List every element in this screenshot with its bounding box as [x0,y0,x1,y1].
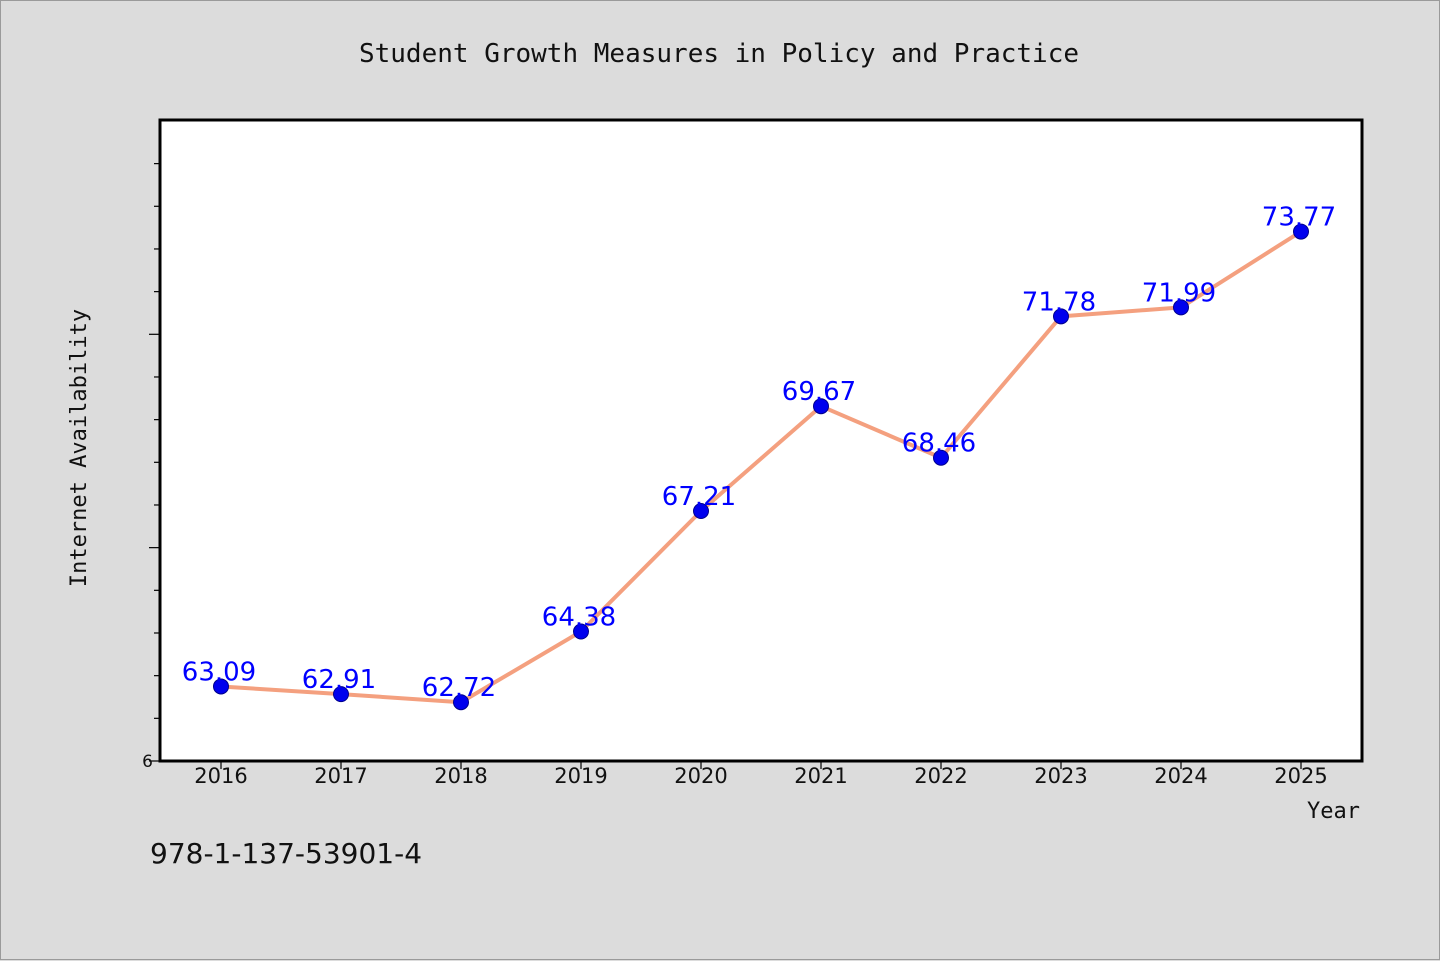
data-label: 64.38 [542,603,616,633]
isbn-label: 978-1-137-53901-4 [150,837,422,870]
data-point [453,694,469,711]
data-label: 69.67 [782,377,856,407]
x-tick-label: 2025 [1274,764,1327,788]
data-label: 67.21 [662,482,736,512]
data-label: 71.78 [1022,287,1096,317]
series-line [219,229,1303,705]
x-tick-label: 2022 [914,764,967,788]
x-tick-label: 2021 [794,764,847,788]
data-label: 63.09 [182,657,256,687]
x-axis-label: Year [1307,799,1360,824]
data-point [573,623,589,640]
data-point [1053,308,1069,325]
series-line-group [219,229,1303,705]
x-tick-label: 2020 [674,764,727,788]
data-point [813,398,829,415]
data-point [1173,299,1189,316]
x-tick-label: 2016 [194,764,247,788]
data-point [1293,223,1309,240]
data-point [693,502,709,519]
y-axis-label: Internet Availability [67,309,92,587]
x-tick-label: 2017 [314,764,367,788]
x-tick-label: 2019 [554,764,607,788]
data-label: 68.46 [902,429,976,459]
y-tick-label: 6 [142,752,153,772]
x-axis-ticks [220,761,1302,769]
series-markers [213,223,1309,711]
x-tick-label: 2024 [1154,764,1207,788]
y-axis-ticks [149,163,160,762]
data-label: 71.99 [1142,278,1216,308]
x-tick-label: 2018 [434,764,487,788]
chart-title: Student Growth Measures in Policy and Pr… [359,39,1079,69]
data-label: 73.77 [1262,203,1336,233]
x-tick-label: 2023 [1034,764,1087,788]
data-point [933,449,949,466]
data-point [213,678,229,695]
data-label: 62.72 [422,673,496,703]
plot-area [158,118,1364,763]
x-axis-tick-labels: 2016 2017 2018 2019 2020 2021 2022 2023 2024 2025 [194,764,1327,788]
data-point [333,686,349,703]
data-label: 62.91 [302,665,376,695]
data-labels: 63.09 62.91 62.72 64.38 67.21 69.67 68.46 71.78… [182,203,1336,704]
